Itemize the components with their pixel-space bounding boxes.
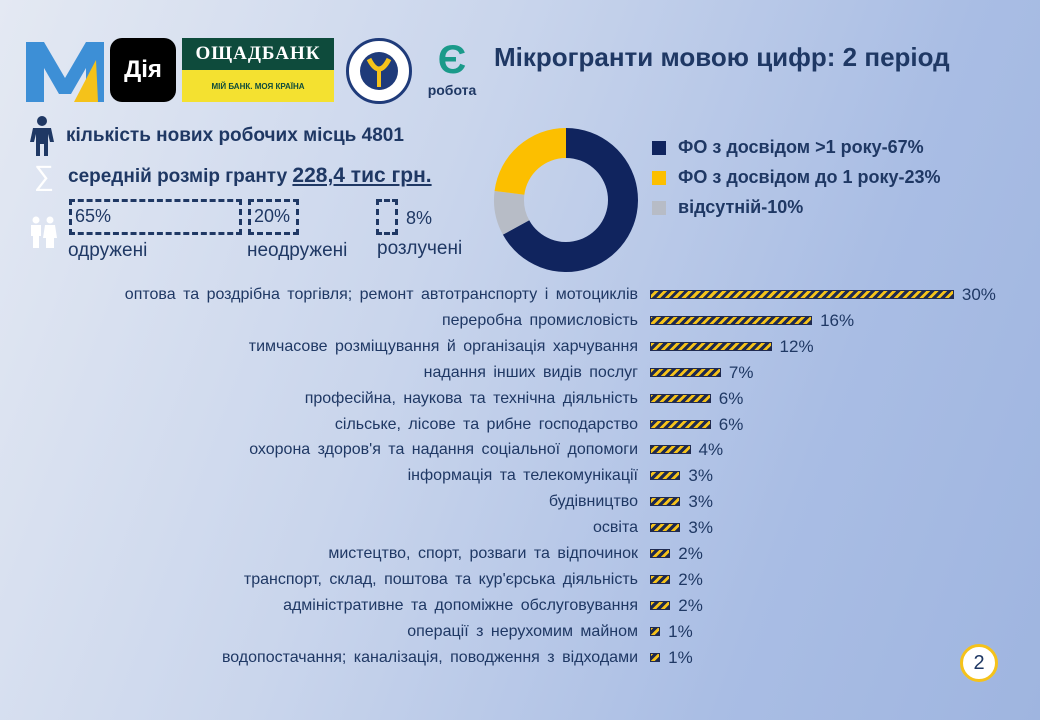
bar-category: сільське, лісове та рибне господарство xyxy=(334,415,638,433)
bar-category: будівництво xyxy=(548,493,638,511)
erobota-logo: Є робота xyxy=(424,38,480,100)
bar xyxy=(650,445,691,455)
page-number: 2 xyxy=(960,644,998,682)
legend-swatch xyxy=(652,140,666,155)
bar-category: водопостачання; каналізація, поводження … xyxy=(221,648,638,666)
erobota-mark: Є xyxy=(437,38,467,82)
bar-value-label: 3% xyxy=(688,492,713,512)
single-pct: 20% xyxy=(254,206,291,226)
bar-category: професійна, наукова та технічна діяльніс… xyxy=(304,389,638,407)
bar-value-label: 4% xyxy=(698,440,724,460)
mintsyfra-logo xyxy=(26,38,104,102)
bar xyxy=(650,315,813,325)
divorced-pct: 8% xyxy=(406,208,433,228)
bar-value-label: 12% xyxy=(779,336,814,356)
bar-value-label: 16% xyxy=(820,310,855,330)
donut-slice xyxy=(494,190,530,235)
bar-category: оптова та роздрібна торгівля; ремонт авт… xyxy=(124,286,638,303)
bar-value-label: 1% xyxy=(668,647,693,667)
jobs-stat: кількість нових робочих місць 4801 xyxy=(66,125,404,146)
bar xyxy=(650,652,661,662)
bar xyxy=(650,290,954,299)
legend-item: ФО з досвідом до 1 року-23% xyxy=(652,167,941,188)
divorced-label: розлучені xyxy=(377,238,463,259)
donut-chart xyxy=(494,128,638,272)
bar xyxy=(650,549,671,558)
bar xyxy=(650,471,681,481)
married-label: одружені xyxy=(68,240,148,261)
bar xyxy=(650,393,711,403)
bar-value-label: 7% xyxy=(728,362,754,382)
divorced-bar xyxy=(376,199,398,235)
bar-value-label: 2% xyxy=(678,595,703,615)
bar-category: тимчасове розміщування й організація хар… xyxy=(248,337,638,355)
diia-logo: Дія xyxy=(110,38,176,102)
bar-value-label: 3% xyxy=(688,466,713,486)
oschadbank-name: ОЩАДБАНК xyxy=(182,38,334,70)
bar xyxy=(650,600,671,610)
legend-item: відсутній-10% xyxy=(652,197,803,218)
bar-category: адміністративне та допоміжне обслуговува… xyxy=(283,596,638,614)
single-label: неодружені xyxy=(247,240,348,261)
bar-category: переробна промисловість xyxy=(441,311,638,329)
bar-category: охорона здоров'я та надання соціальної д… xyxy=(249,441,638,459)
oschadbank-slogan: МІЙ БАНК. МОЯ КРАЇНА xyxy=(182,70,334,102)
legend-label: відсутній-10% xyxy=(678,197,804,217)
bar-value-label: 1% xyxy=(668,621,693,641)
oschadbank-logo: ОЩАДБАНК МІЙ БАНК. МОЯ КРАЇНА xyxy=(182,38,334,102)
bar-category: освіта xyxy=(593,519,638,537)
couple-icon xyxy=(28,216,58,253)
bar-value-label: 6% xyxy=(718,388,744,408)
legend-swatch xyxy=(652,200,666,215)
bar xyxy=(650,626,661,636)
grant-label: середній розмір гранту xyxy=(68,166,293,187)
bar-value-label: 2% xyxy=(678,569,703,589)
legend-swatch xyxy=(652,170,666,185)
bar-category: операції з нерухомим майном xyxy=(407,622,638,640)
bar-category: надання інших видів послуг xyxy=(423,363,638,381)
married-bar: 65% xyxy=(69,199,242,235)
bar-value-label: 6% xyxy=(718,414,744,434)
bar-value-label: 2% xyxy=(678,544,703,563)
bar xyxy=(650,523,681,533)
bar-category: інформація та телекомунікації xyxy=(407,467,638,485)
bar xyxy=(650,367,721,377)
bar-value-label: 30% xyxy=(961,285,996,304)
donut-slice xyxy=(502,128,638,272)
bar xyxy=(650,497,681,507)
legend-label: ФО з досвідом >1 року-67% xyxy=(678,137,924,157)
legend-label: ФО з досвідом до 1 року-23% xyxy=(678,167,941,187)
erobota-text: робота xyxy=(427,82,477,98)
sigma-icon: ∑ xyxy=(34,160,54,191)
bar xyxy=(650,574,671,584)
bar-value-label: 3% xyxy=(688,518,713,538)
grant-stat: середній розмір гранту 228,4 тис грн. xyxy=(68,164,432,188)
bar-category: транспорт, склад, поштова та кур'єрська … xyxy=(243,570,638,588)
single-bar: 20% xyxy=(248,199,299,235)
donut-slice xyxy=(494,128,566,195)
legend-item: ФО з досвідом >1 року-67% xyxy=(652,137,924,158)
bar xyxy=(650,419,711,429)
page-title: Мікрогранти мовою цифр: 2 період xyxy=(494,42,950,72)
person-icon xyxy=(30,116,54,161)
employment-service-logo xyxy=(346,38,412,104)
bar xyxy=(650,341,772,351)
married-pct: 65% xyxy=(75,206,112,226)
bar-category: мистецтво, спорт, розваги та відпочинок xyxy=(328,545,638,562)
grant-value: 228,4 тис грн. xyxy=(292,164,432,187)
